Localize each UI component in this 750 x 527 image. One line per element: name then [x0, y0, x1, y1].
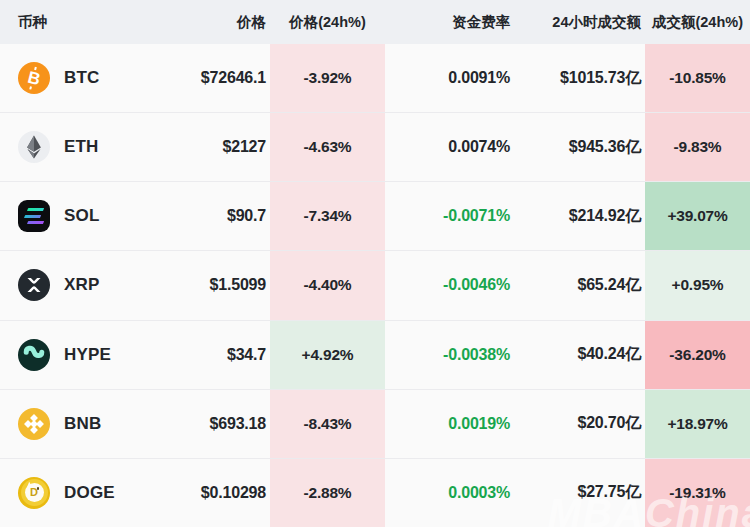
coin-symbol: BTC	[64, 68, 100, 88]
bnb-icon	[18, 408, 50, 440]
coin-symbol: HYPE	[64, 345, 111, 365]
coin-cell: ETH	[0, 113, 185, 181]
price-value: $34.7	[185, 321, 270, 389]
price-value: $90.7	[185, 182, 270, 250]
table-row-btc[interactable]: B BTC $72646.1 -3.92% 0.0091% $1015.73亿 …	[0, 44, 750, 113]
sol-icon	[18, 200, 50, 232]
coin-cell: XRP	[0, 251, 185, 319]
xrp-icon	[18, 269, 50, 301]
funding-rate-value: 0.0091%	[385, 44, 512, 112]
header-volume-change-24h: 成交额(24h%)	[645, 0, 750, 44]
price-value: $0.10298	[185, 459, 270, 527]
volume-value: $945.36亿	[512, 113, 645, 181]
coin-cell: D DOGE	[0, 459, 185, 527]
table-row-eth[interactable]: ETH $2127 -4.63% 0.0074% $945.36亿 -9.83%	[0, 113, 750, 182]
eth-icon	[18, 131, 50, 163]
volume-value: $214.92亿	[512, 182, 645, 250]
coin-cell: HYPE	[0, 321, 185, 389]
coin-cell: SOL	[0, 182, 185, 250]
price-change-cell: -2.88%	[270, 459, 385, 527]
volume-value: $20.70亿	[512, 390, 645, 458]
funding-rate-value: 0.0003%	[385, 459, 512, 527]
volume-value: $27.75亿	[512, 459, 645, 527]
table-header: 币种 价格 价格(24h%) 资金费率 24小时成交额 成交额(24h%)	[0, 0, 750, 44]
volume-value: $1015.73亿	[512, 44, 645, 112]
price-change-cell: -7.34%	[270, 182, 385, 250]
volume-change-cell: +18.97%	[645, 390, 750, 458]
volume-change-cell: -10.85%	[645, 44, 750, 112]
coin-symbol: XRP	[64, 275, 100, 295]
volume-change-cell: +0.95%	[645, 251, 750, 319]
table-row-xrp[interactable]: XRP $1.5099 -4.40% -0.0046% $65.24亿 +0.9…	[0, 251, 750, 320]
hype-icon	[18, 339, 50, 371]
coin-cell: BNB	[0, 390, 185, 458]
btc-icon: B	[18, 62, 50, 94]
volume-change-cell: -19.31%	[645, 459, 750, 527]
price-change-cell: -4.40%	[270, 251, 385, 319]
header-funding-rate: 资金费率	[385, 0, 512, 44]
funding-rate-value: -0.0071%	[385, 182, 512, 250]
header-price-change-24h: 价格(24h%)	[270, 0, 385, 44]
table-row-doge[interactable]: D DOGE $0.10298 -2.88% 0.0003% $27.75亿 -…	[0, 459, 750, 527]
funding-rate-value: 0.0074%	[385, 113, 512, 181]
table-row-sol[interactable]: SOL $90.7 -7.34% -0.0071% $214.92亿 +39.0…	[0, 182, 750, 251]
funding-rate-value: -0.0038%	[385, 321, 512, 389]
price-change-cell: -8.43%	[270, 390, 385, 458]
coin-symbol: DOGE	[64, 483, 115, 503]
volume-change-cell: -36.20%	[645, 321, 750, 389]
funding-rate-value: 0.0019%	[385, 390, 512, 458]
price-value: $72646.1	[185, 44, 270, 112]
price-value: $1.5099	[185, 251, 270, 319]
doge-icon: D	[18, 477, 50, 509]
price-change-cell: -3.92%	[270, 44, 385, 112]
price-change-cell: -4.63%	[270, 113, 385, 181]
price-change-cell: +4.92%	[270, 321, 385, 389]
table-row-bnb[interactable]: BNB $693.18 -8.43% 0.0019% $20.70亿 +18.9…	[0, 390, 750, 459]
coin-symbol: SOL	[64, 206, 100, 226]
header-price: 价格	[185, 0, 270, 44]
price-value: $693.18	[185, 390, 270, 458]
volume-change-cell: -9.83%	[645, 113, 750, 181]
volume-value: $65.24亿	[512, 251, 645, 319]
table-row-hype[interactable]: HYPE $34.7 +4.92% -0.0038% $40.24亿 -36.2…	[0, 321, 750, 390]
funding-rate-value: -0.0046%	[385, 251, 512, 319]
coin-symbol: BNB	[64, 414, 101, 434]
coin-symbol: ETH	[64, 137, 99, 157]
header-volume-24h: 24小时成交额	[512, 0, 645, 44]
coin-cell: B BTC	[0, 44, 185, 112]
volume-change-cell: +39.07%	[645, 182, 750, 250]
crypto-futures-table: 币种 价格 价格(24h%) 资金费率 24小时成交额 成交额(24h%) B …	[0, 0, 750, 527]
header-coin: 币种	[0, 0, 185, 44]
price-value: $2127	[185, 113, 270, 181]
volume-value: $40.24亿	[512, 321, 645, 389]
table-body: B BTC $72646.1 -3.92% 0.0091% $1015.73亿 …	[0, 44, 750, 527]
